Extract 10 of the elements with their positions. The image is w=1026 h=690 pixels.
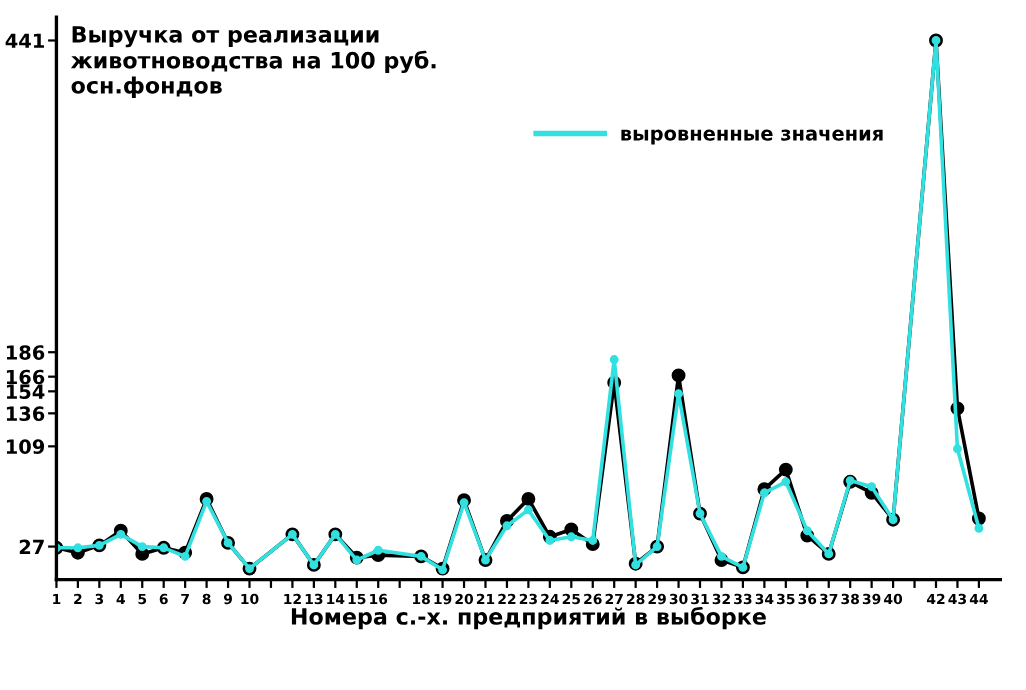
y-tick-label: 136 — [6, 406, 45, 421]
legend-label: выровненные значения — [621, 129, 883, 145]
y-tick-label: 166 — [6, 369, 45, 385]
x-axis-title: Номера с.-х. предприятий в выборке — [291, 606, 766, 630]
y-tick-label: 27 — [19, 539, 44, 554]
y-tick-label: 154 — [6, 384, 45, 399]
y-tick-label: 109 — [6, 439, 45, 455]
y-tick-label: 186 — [6, 345, 45, 360]
y-tick-label: 441 — [5, 33, 44, 48]
y-axis-title: Выручка от реализации животноводства на 100 руб. осн.фондов — [70, 26, 436, 98]
